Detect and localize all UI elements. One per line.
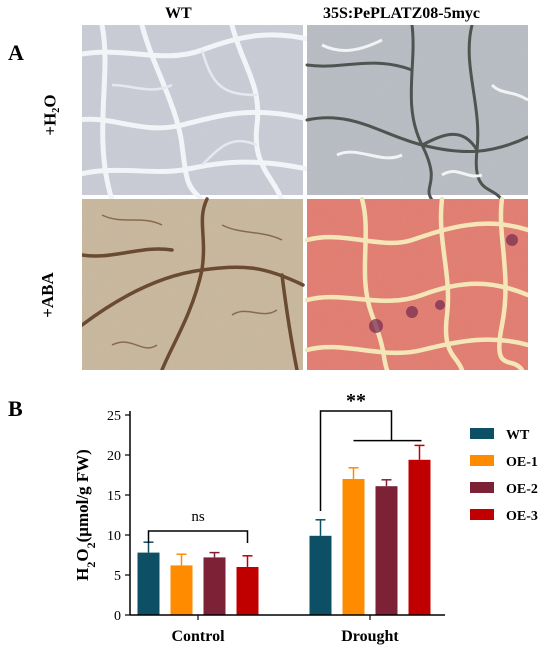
photo-oe-water <box>305 25 528 202</box>
legend-swatch <box>470 455 494 466</box>
bar <box>236 567 259 615</box>
legend-swatch <box>470 482 494 493</box>
legend-label: OE-2 <box>506 482 538 497</box>
y-tick-label: 0 <box>114 609 121 624</box>
legend-label: OE-1 <box>506 455 538 470</box>
significance-bracket <box>319 410 393 511</box>
bar <box>375 486 398 615</box>
photo-oe-aba <box>304 196 528 370</box>
bar <box>203 557 226 615</box>
ns-label: ns <box>191 509 205 525</box>
photo-wt-aba <box>82 197 305 370</box>
significance-label: ** <box>346 390 366 412</box>
legend-swatch <box>470 509 494 520</box>
column-header-wt: WT <box>165 5 192 22</box>
bar <box>408 459 431 615</box>
y-tick-label: 15 <box>107 489 121 504</box>
y-tick-label: 5 <box>114 569 121 584</box>
legend-label: WT <box>506 428 530 443</box>
y-tick-label: 20 <box>107 449 121 464</box>
x-tick-label: Drought <box>341 628 399 645</box>
row-label-aba: +ABA <box>37 272 57 318</box>
leaf-stain-photo-grid <box>82 25 528 370</box>
legend-swatch <box>470 428 494 439</box>
panel-a-label: A <box>8 40 24 65</box>
x-axis: Control Drought <box>130 614 445 645</box>
y-tick-label: 10 <box>107 529 121 544</box>
column-header-overexpression: 35S:PePLATZ08-5myc <box>323 5 481 22</box>
legend: WT OE-1 OE-2 OE-3 <box>470 428 538 524</box>
x-tick-label: Control <box>171 628 225 645</box>
bar <box>342 479 365 615</box>
significance-annotations: ns ** <box>147 390 422 543</box>
bars <box>137 444 431 615</box>
row-label-water: +H₂O <box>40 94 60 136</box>
bar <box>137 552 160 615</box>
y-axis: 0 5 10 15 20 25 H2O2(μmol/g FW) <box>73 409 131 624</box>
bar <box>309 535 332 615</box>
h2o2-bar-chart: 0 5 10 15 20 25 H2O2(μmol/g FW) ns ** Control Dr… <box>73 390 538 645</box>
ns-bracket <box>147 530 249 543</box>
bar <box>170 565 193 615</box>
y-axis-label: H2O2(μmol/g FW) <box>73 449 98 581</box>
photo-wt-water <box>82 25 315 203</box>
panel-b-label: B <box>8 396 23 421</box>
y-tick-label: 25 <box>107 409 121 424</box>
legend-label: OE-3 <box>506 509 538 524</box>
